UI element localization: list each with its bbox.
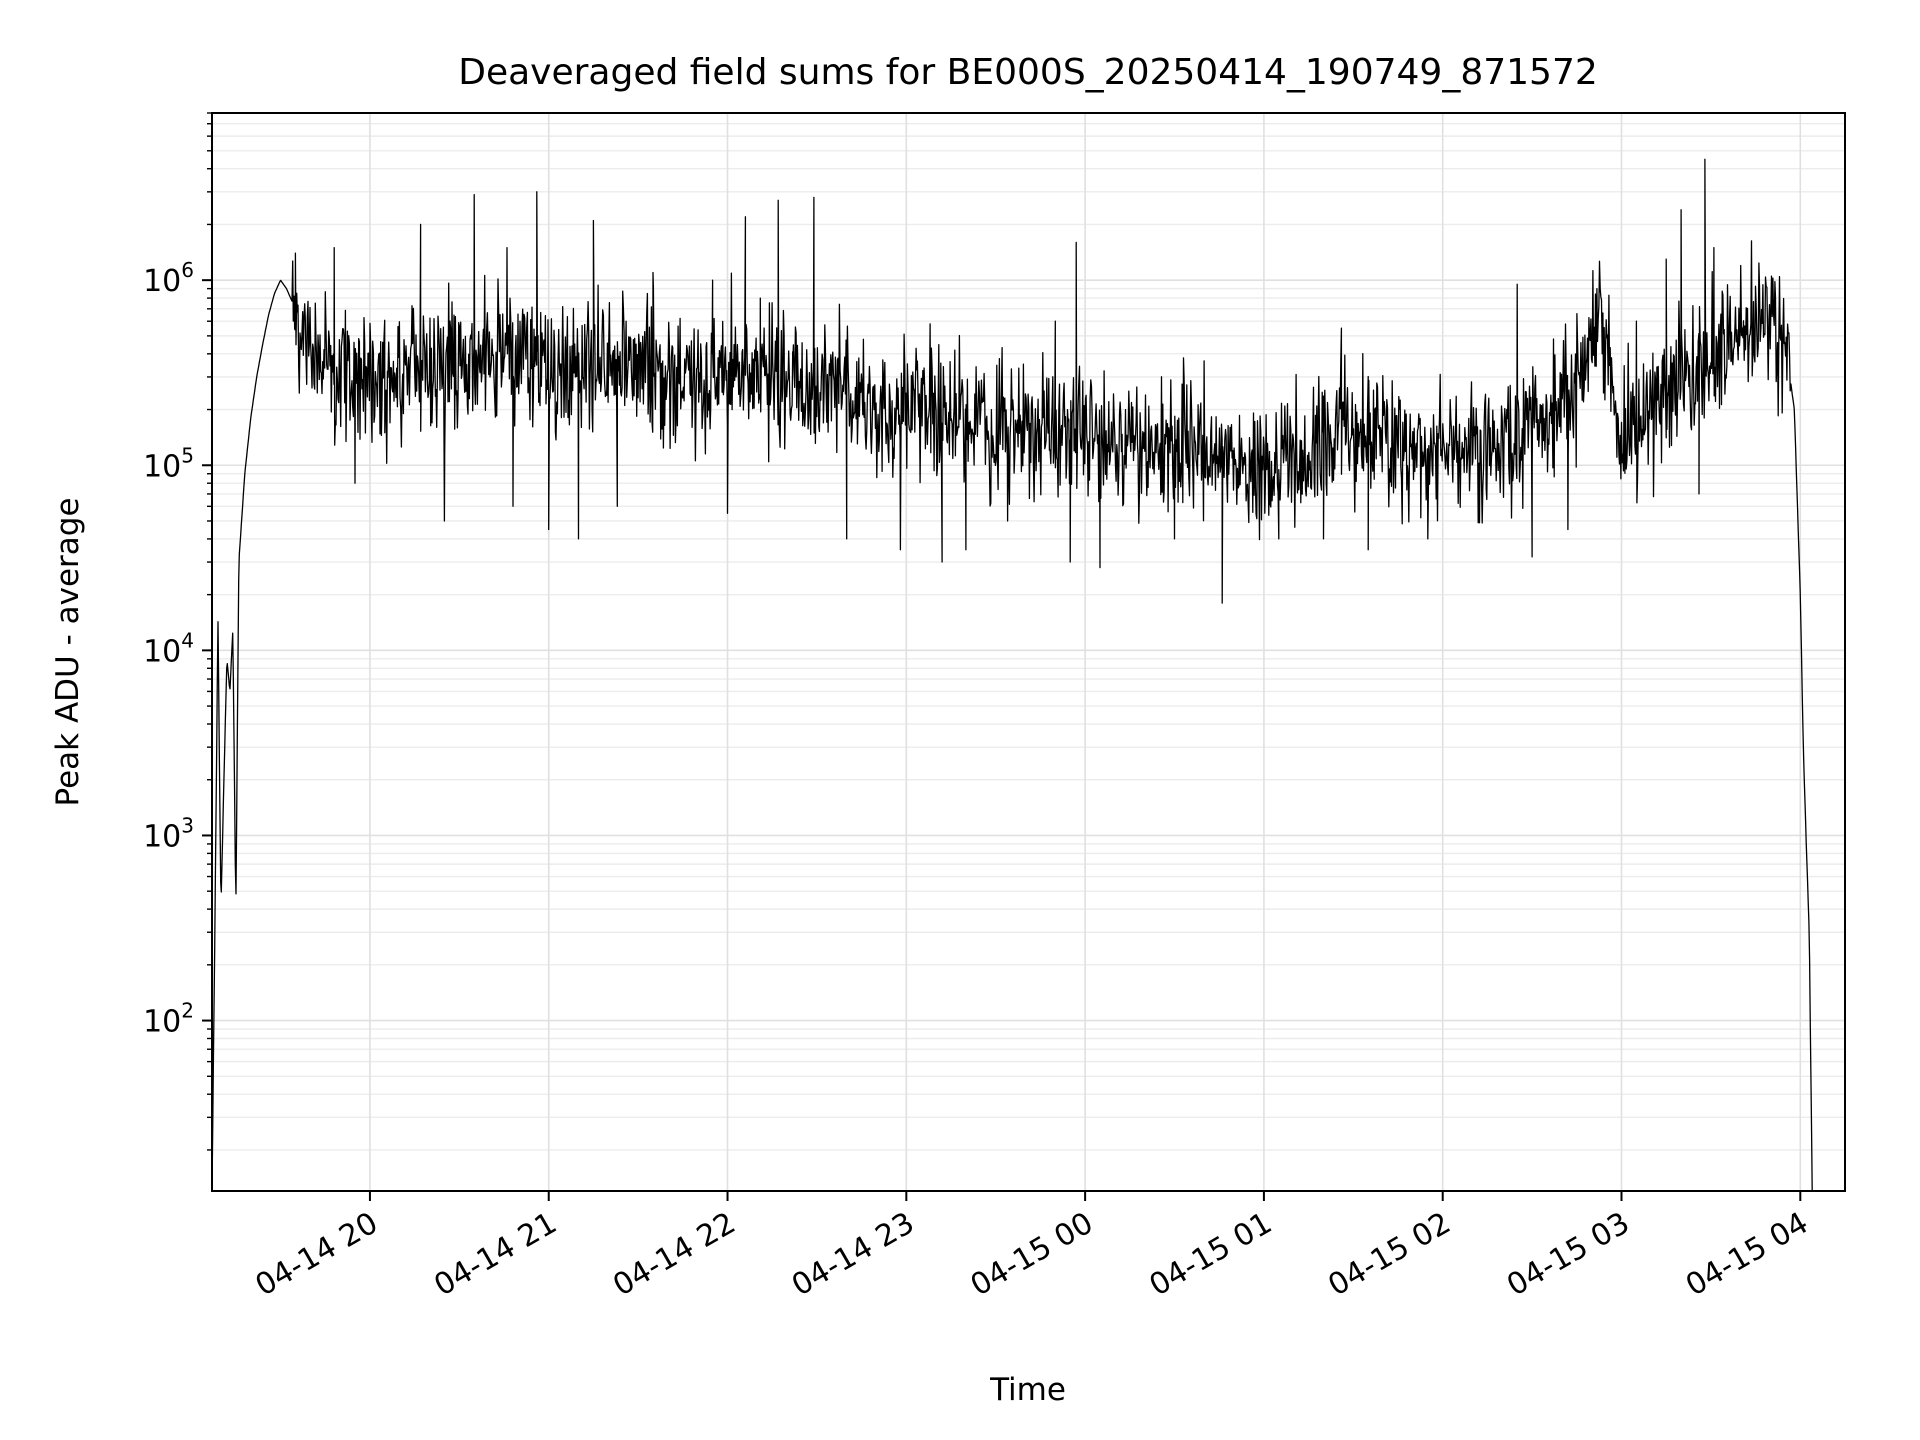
y-tick-label: 105 bbox=[143, 443, 194, 484]
x-axis-label: Time bbox=[989, 1372, 1066, 1408]
y-axis-label: Peak ADU - average bbox=[50, 497, 86, 806]
grid bbox=[212, 112, 1845, 1191]
y-tick-label: 106 bbox=[143, 258, 194, 299]
series-line bbox=[211, 158, 1813, 1192]
series-layer bbox=[211, 158, 1813, 1192]
plot-frame bbox=[211, 112, 1846, 1192]
y-tick-label: 103 bbox=[143, 813, 194, 854]
y-tick-label: 102 bbox=[143, 999, 194, 1040]
y-tick-label: 104 bbox=[143, 628, 194, 669]
chart-title: Deaveraged field sums for BE000S_2025041… bbox=[458, 52, 1598, 93]
